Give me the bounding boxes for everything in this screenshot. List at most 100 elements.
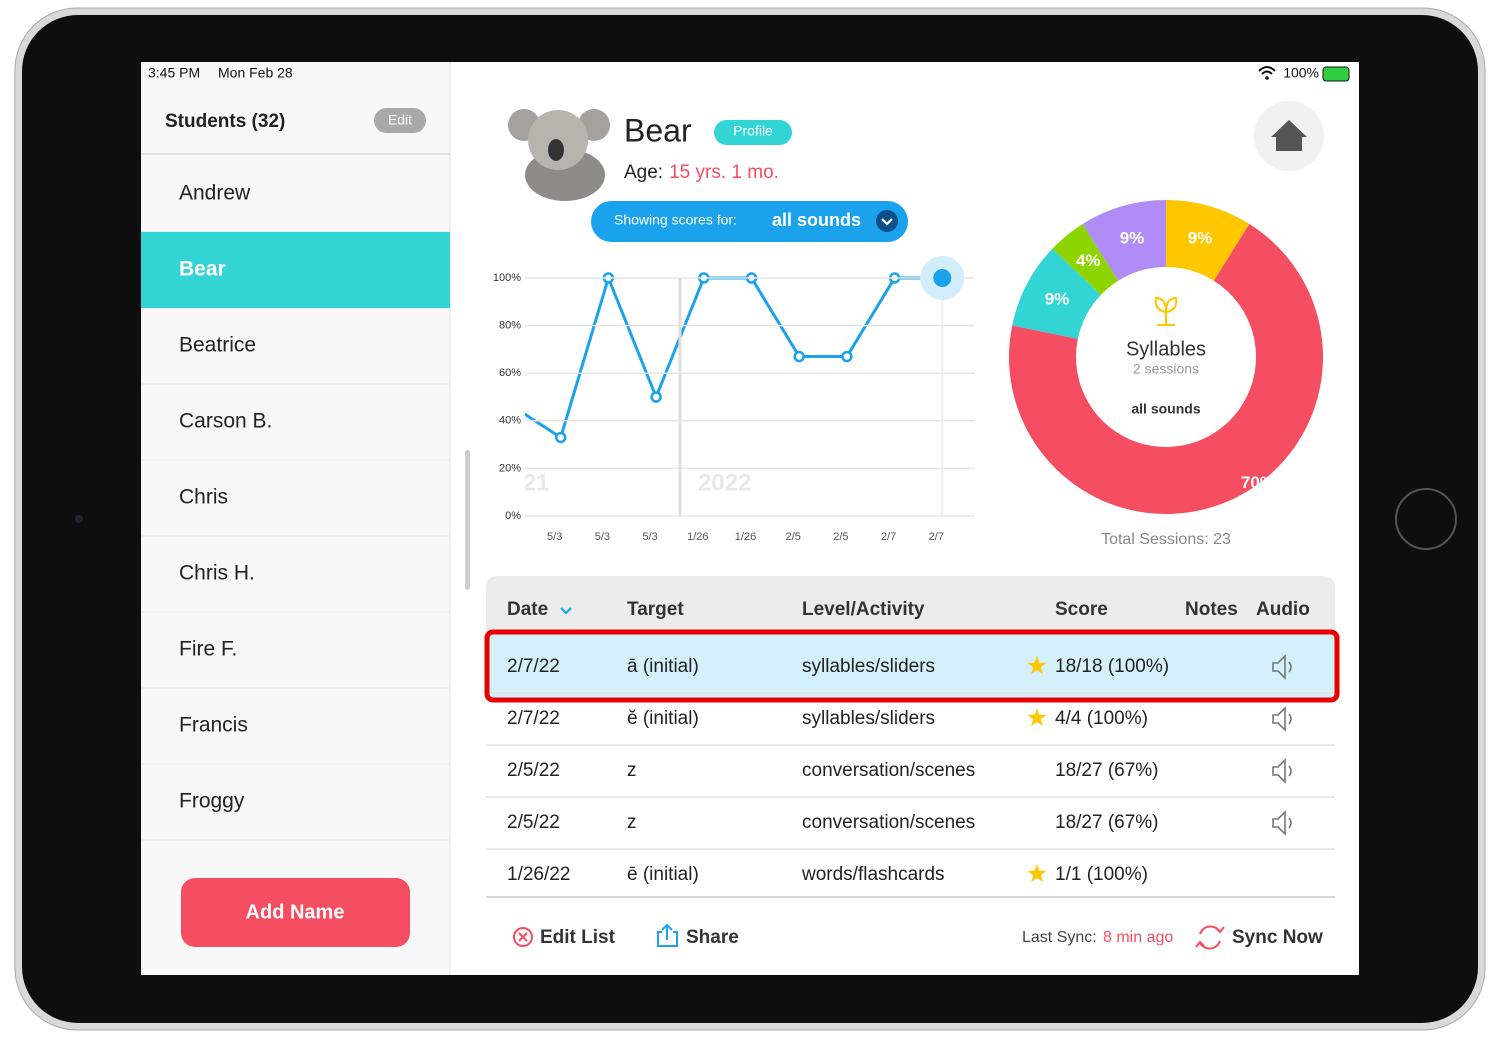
share[interactable]: Share bbox=[686, 927, 739, 948]
edit-button[interactable] bbox=[374, 108, 426, 133]
scroll-indicator bbox=[465, 450, 470, 590]
cell: syllables/sliders bbox=[802, 708, 935, 729]
home-icon bbox=[1271, 120, 1307, 151]
x-tick-label: 1/26 bbox=[735, 531, 756, 543]
speaker-icon bbox=[1272, 810, 1292, 836]
audio-button[interactable] bbox=[1272, 758, 1292, 784]
status-date: Mon Feb 28 bbox=[218, 65, 293, 81]
point[interactable] bbox=[841, 350, 853, 363]
wifi-icon bbox=[1258, 66, 1276, 75]
cell: 2/5/22 bbox=[507, 812, 560, 833]
edit-label: Edit bbox=[388, 112, 412, 128]
audio-button[interactable] bbox=[1272, 810, 1292, 836]
speaker-icon bbox=[1272, 758, 1292, 784]
segment-label: 9% bbox=[1120, 228, 1145, 247]
audio-button[interactable] bbox=[1272, 706, 1292, 732]
cell: 2/7/22 bbox=[507, 656, 560, 677]
student-name[interactable]: Froggy bbox=[179, 790, 245, 813]
x-tick-label: 5/3 bbox=[642, 531, 657, 543]
profile-badge-label: Profile bbox=[733, 123, 773, 139]
column-header: Target bbox=[627, 599, 684, 620]
cell: 2/5/22 bbox=[507, 760, 560, 781]
x-tick-label: 2/5 bbox=[833, 531, 848, 543]
cell: 18/18 (100%) bbox=[1055, 656, 1169, 677]
cell: syllables/sliders bbox=[802, 656, 935, 677]
donut-segment bbox=[1052, 223, 1119, 295]
center-icon bbox=[1154, 296, 1178, 326]
year-watermark: 2021 bbox=[496, 469, 549, 496]
y-tick-label: 20% bbox=[499, 462, 521, 474]
profile-badge[interactable] bbox=[714, 120, 792, 145]
cell: 18/27 (67%) bbox=[1055, 812, 1159, 833]
student-name[interactable]: Beatrice bbox=[179, 334, 256, 357]
edit-list[interactable]: Edit List bbox=[540, 927, 616, 948]
cell: 1/1 (100%) bbox=[1055, 864, 1148, 885]
column-header: Audio bbox=[1256, 599, 1310, 620]
sync-now[interactable]: Sync Now bbox=[1232, 927, 1323, 948]
student-name-heading: Bear bbox=[624, 112, 692, 148]
x-tick-label: 2/7 bbox=[881, 531, 896, 543]
donut-segment bbox=[1166, 200, 1250, 281]
avatar bbox=[508, 109, 610, 201]
student-name[interactable]: Carson B. bbox=[179, 410, 272, 433]
student-name[interactable]: Chris bbox=[179, 486, 228, 509]
x-tick-label: 5/3 bbox=[595, 531, 610, 543]
x-tick-label: 1/26 bbox=[687, 531, 708, 543]
add-name-label: Add Name bbox=[246, 901, 345, 923]
column-header: Notes bbox=[1185, 599, 1238, 620]
student-name[interactable]: Bear bbox=[179, 258, 226, 281]
segment-label: 9% bbox=[1045, 289, 1070, 308]
home-button[interactable] bbox=[1395, 488, 1457, 550]
star-icon bbox=[1027, 708, 1047, 727]
student-name[interactable]: Fire F. bbox=[179, 638, 237, 661]
point[interactable] bbox=[793, 350, 805, 363]
focus-point[interactable] bbox=[933, 269, 952, 287]
sidebar bbox=[141, 62, 450, 975]
cell: 2/7/22 bbox=[507, 708, 560, 729]
point[interactable] bbox=[650, 391, 662, 403]
speaker-icon bbox=[1272, 706, 1292, 732]
column-header: Score bbox=[1055, 599, 1108, 620]
student-name[interactable]: Chris H. bbox=[179, 562, 255, 585]
age: Age: 15 yrs. 1 mo. bbox=[624, 162, 779, 183]
dropdown-chevron bbox=[881, 218, 893, 226]
add-name-button[interactable] bbox=[181, 878, 410, 947]
cell: 4/4 (100%) bbox=[1055, 708, 1148, 729]
center-subtitle: 2 sessions bbox=[1133, 361, 1199, 377]
age-value: 15 yrs. 1 mo. bbox=[669, 162, 779, 183]
cell: 18/27 (67%) bbox=[1055, 760, 1159, 781]
donut-segment bbox=[1012, 248, 1101, 339]
edit-list-icon-x bbox=[518, 932, 528, 942]
camera bbox=[75, 515, 83, 523]
x-tick-label: 2/7 bbox=[929, 531, 944, 543]
battery-text: 100% bbox=[1283, 65, 1319, 81]
last-sync-value: 8 min ago bbox=[1103, 929, 1173, 946]
dropdown-icon bbox=[876, 210, 898, 232]
cell: z bbox=[627, 812, 637, 833]
column-header: Date bbox=[507, 599, 548, 620]
cell: z bbox=[627, 760, 637, 781]
cell: ĕ (initial) bbox=[627, 708, 699, 729]
star-icon bbox=[1027, 864, 1047, 883]
y-tick-label: 60% bbox=[499, 367, 521, 379]
table-header bbox=[486, 576, 1335, 636]
column-header: Level/Activity bbox=[802, 599, 925, 620]
audio-button[interactable] bbox=[1272, 654, 1292, 680]
x-tick-label: 5/3 bbox=[547, 531, 562, 543]
wifi-dot bbox=[1265, 76, 1269, 80]
selection-highlight bbox=[484, 629, 1340, 703]
student-name[interactable]: Francis bbox=[179, 714, 248, 737]
sort-chevron bbox=[560, 607, 572, 615]
filter-dropdown[interactable] bbox=[591, 201, 908, 242]
center-note: all sounds bbox=[1131, 401, 1200, 417]
avatar-nose bbox=[548, 139, 564, 161]
cell: words/flashcards bbox=[801, 864, 945, 885]
sidebar-title: Students (32) bbox=[165, 111, 285, 132]
cell: conversation/scenes bbox=[802, 812, 975, 833]
x-tick-label: 2/5 bbox=[786, 531, 801, 543]
edit-list-icon bbox=[513, 927, 533, 947]
student-name[interactable]: Andrew bbox=[179, 182, 251, 205]
year-watermark: 2022 bbox=[698, 469, 751, 496]
point[interactable] bbox=[554, 431, 567, 444]
